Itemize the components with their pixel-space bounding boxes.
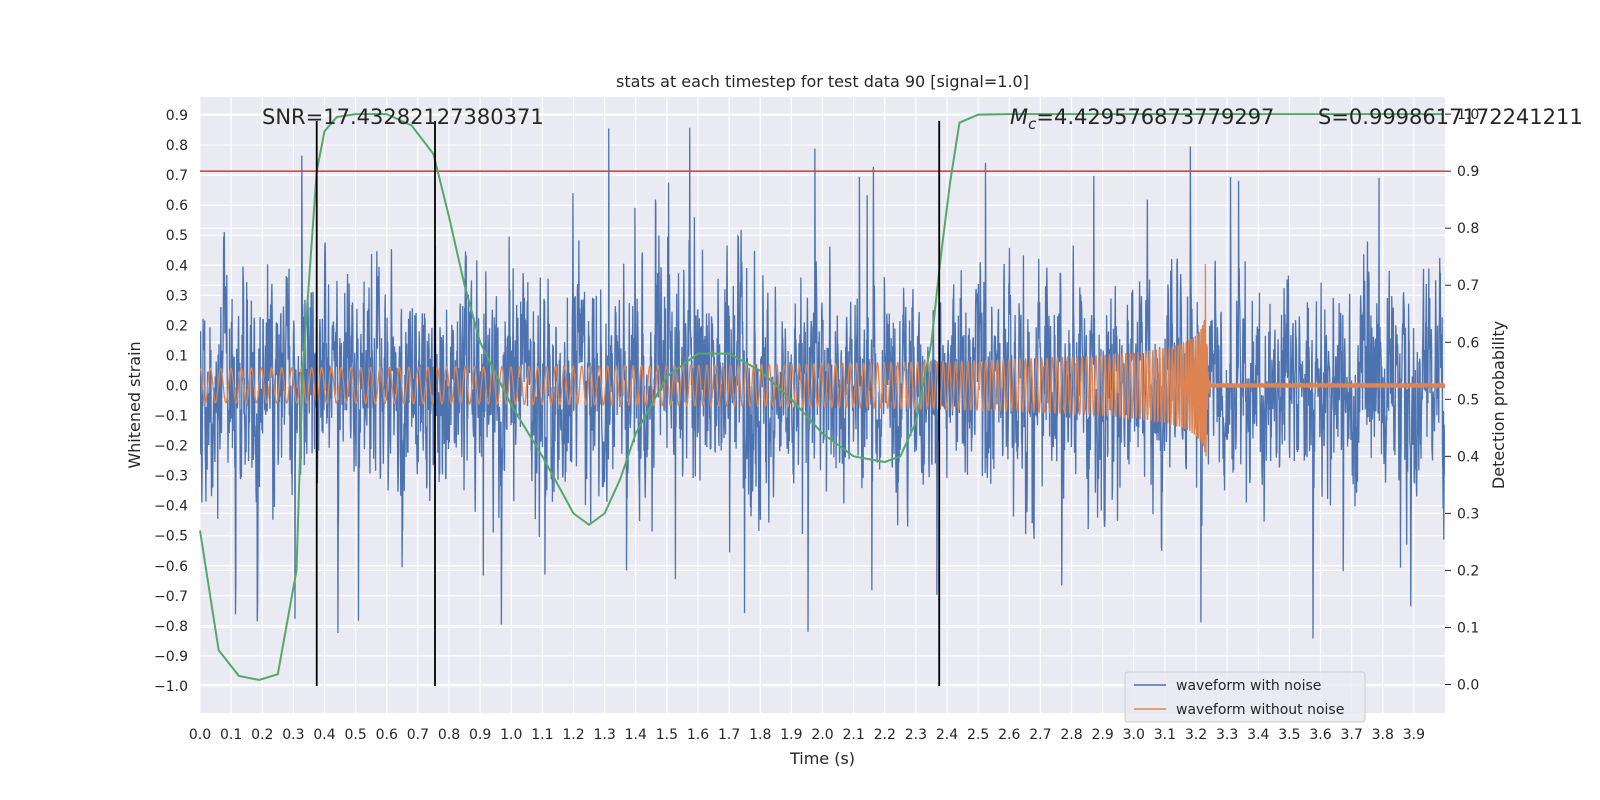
y-axis-left-ticks: 0.9 0.8 0.7 0.6 0.5 0.4 0.3 0.2 0.1 0.0 −0.1 −0.2 −0…: [154, 108, 188, 695]
x-tick-label: 1.6: [687, 727, 709, 743]
x-tick-label: 2.1: [842, 727, 864, 743]
series-layer: [200, 127, 1445, 639]
legend: waveform with noise waveform without noi…: [1124, 671, 1366, 723]
x-tick-label: 3.2: [1185, 727, 1207, 743]
y-left-tick-label: −0.5: [154, 529, 188, 545]
x-tick-label: 1.5: [656, 727, 678, 743]
x-tick-label: 2.7: [1029, 727, 1051, 743]
y-right-tick-label: 0.7: [1457, 278, 1479, 294]
y-right-tick-label: 0.2: [1457, 563, 1479, 579]
y-right-tick-label: 0.6: [1457, 335, 1479, 351]
x-tick-label: 0.1: [220, 727, 242, 743]
x-tick-label: 0.3: [282, 727, 304, 743]
y-left-tick-label: −0.6: [154, 559, 188, 575]
y-left-tick-label: −0.9: [154, 649, 188, 665]
x-tick-label: 1.2: [562, 727, 584, 743]
x-tick-label: 0.9: [469, 727, 491, 743]
x-tick-label: 1.1: [531, 727, 553, 743]
chirp-mass-annotation: Mc=4.429576873779297: [1010, 105, 1274, 133]
y-right-tick-label: 1.0: [1457, 107, 1479, 123]
x-tick-label: 3.7: [1340, 727, 1362, 743]
y-left-tick-label: −0.2: [154, 439, 188, 455]
y-left-tick-label: 0.9: [166, 108, 188, 124]
legend-label-clean: waveform without noise: [1176, 702, 1344, 718]
legend-box: [1124, 671, 1366, 723]
vertical-markers: [315, 121, 941, 686]
y-left-tick-label: 0.0: [166, 378, 188, 394]
x-tick-label: 0.6: [376, 727, 398, 743]
x-tick-label: 0.8: [438, 727, 460, 743]
y-left-tick-label: 0.1: [166, 348, 188, 364]
x-tick-label: 3.4: [1247, 727, 1269, 743]
x-tick-label: 0.4: [313, 727, 335, 743]
x-tick-label: 3.5: [1278, 727, 1300, 743]
y-left-tick-label: 0.6: [166, 198, 188, 214]
x-tick-label: 2.3: [905, 727, 927, 743]
x-tick-label: 2.5: [967, 727, 989, 743]
snr-annotation: SNR=17.43282127380371: [262, 105, 544, 129]
score-annotation: S=0.9998617172241211: [1318, 105, 1583, 129]
y-right-tick-label: 0.0: [1457, 677, 1479, 693]
y-axis-right-label: Detection probability: [1489, 321, 1508, 489]
x-tick-label: 3.3: [1216, 727, 1238, 743]
y-right-tick-label: 0.4: [1457, 449, 1479, 465]
y-left-tick-label: 0.4: [166, 258, 188, 274]
mc-symbol: M: [1010, 105, 1028, 129]
grid: [199, 97, 1445, 713]
x-tick-label: 0.5: [344, 727, 366, 743]
x-tick-label: 2.9: [1091, 727, 1113, 743]
x-tick-label: 1.7: [718, 727, 740, 743]
y-left-tick-label: 0.2: [166, 318, 188, 334]
x-tick-label: 2.8: [1060, 727, 1082, 743]
x-tick-label: 1.4: [625, 727, 647, 743]
mc-subscript: c: [1028, 115, 1037, 133]
x-axis-label: Time (s): [789, 749, 855, 768]
y-right-tick-label: 0.9: [1457, 164, 1479, 180]
x-tick-label: 3.0: [1123, 727, 1145, 743]
x-tick-label: 3.9: [1403, 727, 1425, 743]
x-tick-label: 3.8: [1372, 727, 1394, 743]
x-tick-label: 2.6: [998, 727, 1020, 743]
y-left-tick-label: −1.0: [154, 679, 188, 695]
legend-label-noise: waveform with noise: [1176, 678, 1321, 694]
y-left-tick-label: −0.1: [154, 409, 188, 425]
y-left-tick-label: 0.8: [166, 138, 188, 154]
series-line-noise: [200, 127, 1445, 639]
y-left-tick-label: 0.5: [166, 228, 188, 244]
x-tick-label: 2.0: [811, 727, 833, 743]
chart-title: stats at each timestep for test data 90 …: [616, 72, 1029, 91]
x-tick-label: 2.4: [936, 727, 958, 743]
x-tick-label: 0.2: [251, 727, 273, 743]
x-tick-label: 0.7: [407, 727, 429, 743]
x-tick-label: 3.1: [1154, 727, 1176, 743]
y-right-tick-label: 0.3: [1457, 506, 1479, 522]
y-left-tick-label: −0.4: [154, 499, 188, 515]
x-axis-ticks: 0.0 0.1 0.2 0.3 0.4 0.5 0.6 0.7 0.8 0.9 1.0 1.1 1.2 1…: [189, 727, 1425, 743]
x-tick-label: 0.0: [189, 727, 211, 743]
y-left-tick-label: −0.3: [154, 469, 188, 485]
y-left-tick-label: 0.7: [166, 168, 188, 184]
y-left-tick-label: 0.3: [166, 288, 188, 304]
mc-value: =4.429576873779297: [1036, 105, 1274, 129]
x-tick-label: 1.8: [749, 727, 771, 743]
y-axis-left-label: Whitened strain: [125, 341, 144, 468]
y-left-tick-label: −0.8: [154, 619, 188, 635]
x-tick-label: 1.0: [500, 727, 522, 743]
y-left-tick-label: −0.7: [154, 589, 188, 605]
y-axis-right-ticks: 1.0 0.9 0.8 0.7 0.6 0.5 0.4 0.3 0.2 0.1 0.0: [1445, 107, 1479, 693]
x-tick-label: 1.9: [780, 727, 802, 743]
x-tick-label: 3.6: [1309, 727, 1331, 743]
x-tick-label: 2.2: [874, 727, 896, 743]
y-right-tick-label: 0.8: [1457, 221, 1479, 237]
y-right-tick-label: 0.1: [1457, 620, 1479, 636]
series-line-clean: [200, 264, 1445, 457]
y-right-tick-label: 0.5: [1457, 392, 1479, 408]
x-tick-label: 1.3: [593, 727, 615, 743]
